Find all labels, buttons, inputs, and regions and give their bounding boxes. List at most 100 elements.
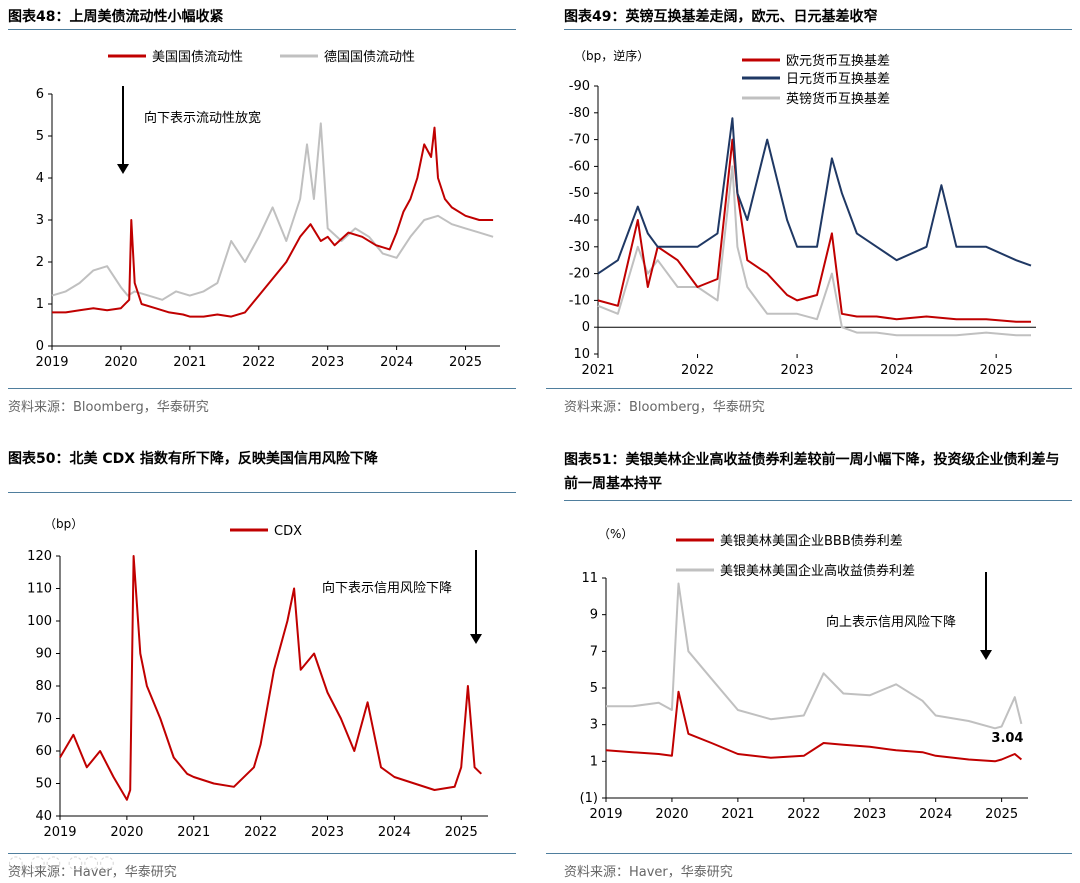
series-line-1 — [597, 138, 1031, 323]
x-tick-label: 2023 — [853, 807, 886, 822]
y-tick-label: -20 — [569, 267, 590, 282]
chart48-source-rule — [8, 388, 516, 389]
chart50-source-rule — [8, 853, 516, 854]
y-tick-label: -40 — [569, 213, 590, 228]
y-tick-label: 1 — [36, 297, 44, 312]
y-tick-label: 1 — [590, 754, 598, 769]
chart50-source: 资料来源：Haver，华泰研究 — [8, 865, 177, 880]
chart48-title-rule — [8, 29, 516, 30]
y-tick-label: 5 — [36, 129, 44, 144]
y-tick-label: 70 — [35, 712, 52, 727]
y-tick-label: 7 — [590, 644, 598, 659]
x-tick-label: 2024 — [378, 825, 411, 840]
y-tick-label: -70 — [569, 133, 590, 148]
annotation-arrowhead — [470, 634, 482, 644]
series-line-1 — [52, 126, 494, 318]
y-axis-unit-label: （bp） — [44, 517, 83, 531]
chart51-title: 图表51：美银美林企业高收益债券利差较前一周小幅下降，投资级企业债利差与前一周基… — [564, 452, 1060, 492]
chart49-title: 图表49：英镑互换基差走阔，欧元、日元基差收窄 — [564, 9, 878, 25]
x-tick-label: 2019 — [589, 807, 622, 822]
legend-label: 美国国债流动性 — [152, 50, 243, 65]
y-axis-unit-label: （bp，逆序） — [574, 48, 649, 63]
legend-label: 德国国债流动性 — [324, 50, 415, 65]
legend-label: CDX — [274, 524, 302, 539]
x-tick-label: 2021 — [581, 363, 614, 378]
y-tick-label: 2 — [36, 255, 44, 270]
chart49-source-rule — [546, 388, 1072, 389]
chart51: (1) 1 3 5 7 9 11 2019 2020 2021 2022 2023 2024 2025 （%… — [580, 527, 1028, 822]
x-tick-label: 2024 — [919, 807, 952, 822]
chart48-title: 图表48：上周美债流动性小幅收紧 — [8, 9, 224, 25]
x-tick-label: 2025 — [980, 363, 1013, 378]
series-line-2 — [51, 122, 494, 301]
y-tick-label: 4 — [36, 171, 44, 186]
chart50: 40 50 60 70 80 90 100 110 120 2019 2020 2021 2022 202… — [27, 517, 488, 840]
x-tick-label: 2025 — [449, 355, 482, 370]
y-tick-label: 110 — [27, 582, 52, 597]
x-tick-label: 2019 — [35, 355, 68, 370]
x-tick-label: 2022 — [681, 363, 714, 378]
series-line-2 — [606, 582, 1023, 730]
legend-label: 美银美林美国企业BBB债券利差 — [720, 533, 903, 549]
y-tick-label: 40 — [35, 809, 52, 824]
y-tick-label: -10 — [569, 293, 590, 308]
y-tick-label: -60 — [569, 159, 590, 174]
watermark-logo: ◌ ◌◌ ◌◌◌ — [8, 852, 115, 873]
x-tick-label: 2021 — [177, 825, 210, 840]
annotation-text: 向上表示信用风险下降 — [826, 614, 956, 630]
legend-label: 英镑货币互换基差 — [786, 91, 890, 107]
y-tick-label: 60 — [35, 744, 52, 759]
y-tick-label: 10 — [573, 347, 590, 362]
series-line-3 — [597, 165, 1031, 337]
chart51-source: 资料来源：Haver，华泰研究 — [564, 865, 733, 880]
x-tick-label: 2019 — [43, 825, 76, 840]
y-tick-label: 80 — [35, 679, 52, 694]
y-tick-label: 0 — [36, 339, 44, 354]
y-tick-label: -90 — [569, 79, 590, 94]
y-tick-label: 50 — [35, 777, 52, 792]
x-tick-label: 2022 — [244, 825, 277, 840]
chart49-source: 资料来源：Bloomberg，华泰研究 — [564, 400, 765, 415]
series-line-2 — [597, 117, 1032, 275]
y-tick-label: 3 — [590, 718, 598, 733]
x-tick-label: 2022 — [787, 807, 820, 822]
y-tick-label: (1) — [580, 791, 598, 806]
y-tick-label: 90 — [35, 647, 52, 662]
x-tick-label: 2025 — [985, 807, 1018, 822]
legend-label: 美银美林美国企业高收益债券利差 — [720, 563, 915, 579]
chart50-title: 图表50：北美 CDX 指数有所下降，反映美国信用风险下降 — [8, 451, 378, 467]
chart50-title-rule — [8, 492, 516, 493]
legend-label: 日元货币互换基差 — [786, 71, 890, 87]
legend-label: 欧元货币互换基差 — [786, 53, 890, 69]
x-tick-label: 2022 — [242, 355, 275, 370]
x-tick-label: 2024 — [880, 363, 913, 378]
y-tick-label: 3 — [36, 213, 44, 228]
x-tick-label: 2021 — [173, 355, 206, 370]
y-tick-label: 0 — [582, 320, 590, 335]
annotation-text: 向下表示流动性放宽 — [144, 110, 261, 126]
annotation-arrowhead — [117, 164, 129, 174]
chart48-source: 资料来源：Bloomberg，华泰研究 — [8, 400, 209, 415]
series-line-1 — [605, 690, 1023, 763]
annotation-arrowhead — [980, 650, 992, 660]
chart51-title-rule — [564, 500, 1072, 501]
annotation-text: 向下表示信用风险下降 — [322, 580, 452, 596]
y-tick-label: -30 — [569, 240, 590, 255]
y-tick-label: 6 — [36, 87, 44, 102]
y-tick-label: -50 — [569, 186, 590, 201]
data-value-label: 3.04 — [991, 731, 1023, 746]
x-tick-label: 2025 — [445, 825, 478, 840]
series-line-1 — [59, 555, 482, 801]
x-tick-label: 2021 — [721, 807, 754, 822]
y-tick-label: 120 — [27, 549, 52, 564]
x-tick-label: 2020 — [110, 825, 143, 840]
x-tick-label: 2020 — [655, 807, 688, 822]
x-tick-label: 2023 — [781, 363, 814, 378]
x-tick-label: 2023 — [311, 825, 344, 840]
chart49-title-rule — [564, 29, 1072, 30]
chart48: 0 1 2 3 4 5 6 2019 2020 2021 2022 2023 2024 2025 美国国债流… — [35, 50, 500, 370]
x-tick-label: 2024 — [380, 355, 413, 370]
chart51-source-rule — [546, 853, 1072, 854]
y-tick-label: 100 — [27, 614, 52, 629]
